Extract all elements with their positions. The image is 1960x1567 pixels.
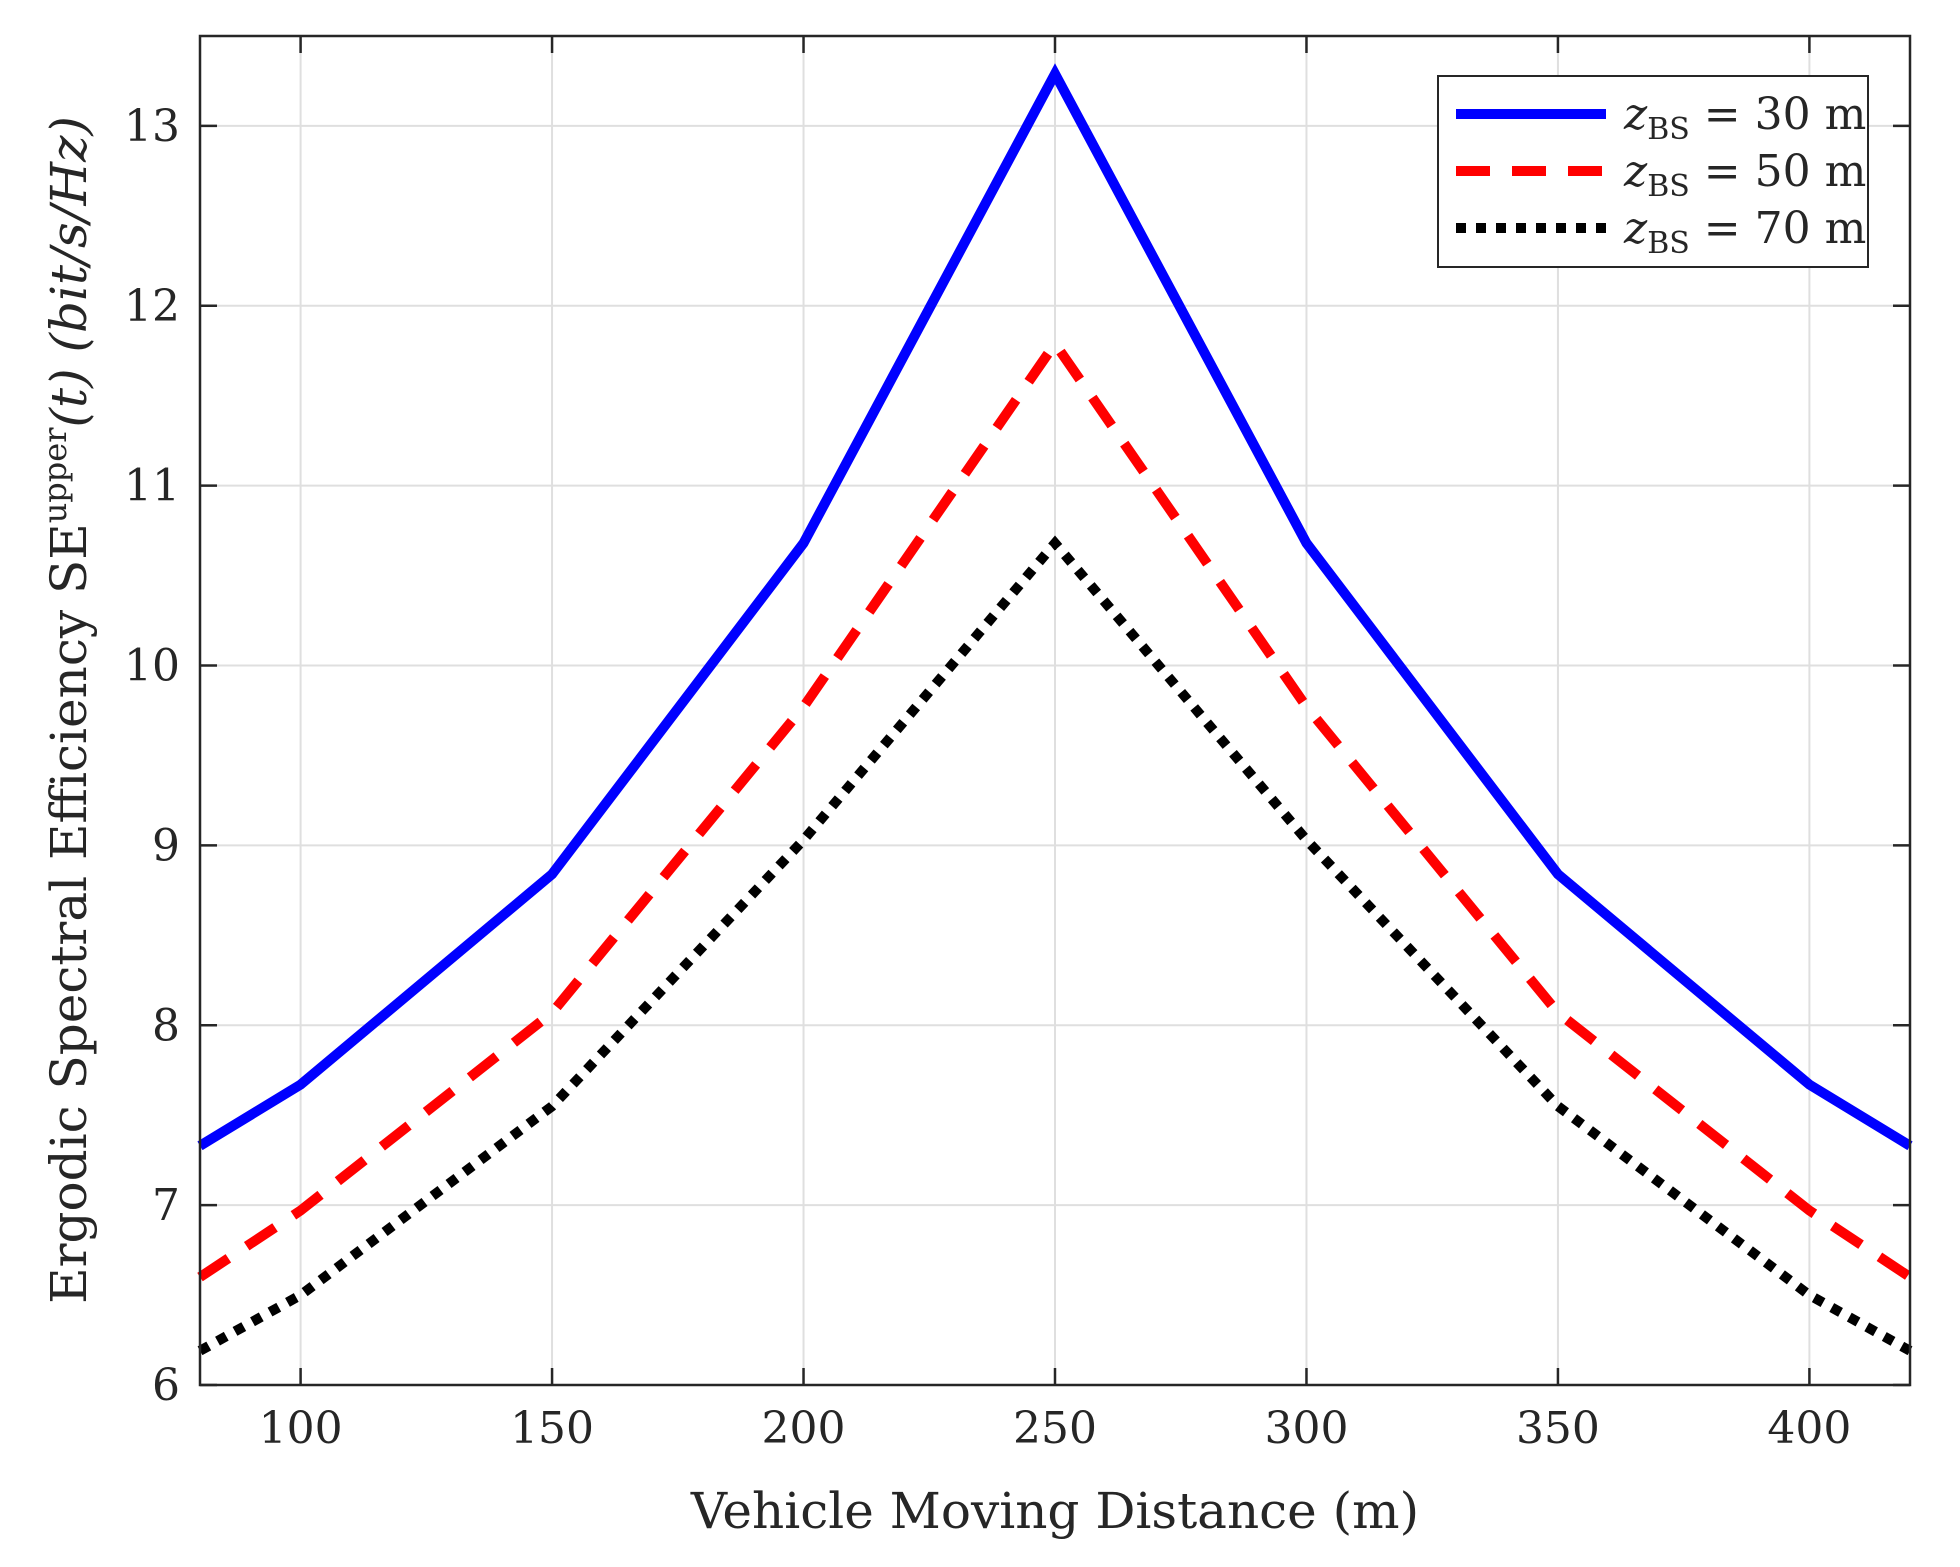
legend-value: = 70 m (1690, 203, 1867, 254)
x-tick-label: 350 (1516, 1403, 1600, 1454)
y-axis-label: Ergodic Spectral Efficiency SEupper(t) (… (36, 116, 98, 1304)
y-axis-label-suffix: (t) (bit/s/Hz) (40, 116, 98, 427)
x-tick-label: 400 (1767, 1403, 1851, 1454)
x-tick-labels: 100 150 200 250 300 350 400 (259, 1403, 1852, 1454)
y-tick-label: 11 (124, 461, 180, 512)
y-tick-label: 9 (152, 820, 180, 871)
y-tick-label: 6 (152, 1360, 180, 1411)
x-tick-label: 300 (1264, 1403, 1348, 1454)
x-tick-label: 200 (762, 1403, 846, 1454)
y-tick-label: 10 (124, 641, 180, 692)
series-line-1 (197, 63, 1913, 1151)
legend-var: z (1623, 203, 1648, 254)
y-tick-label: 12 (124, 281, 180, 332)
x-tick-label: 100 (259, 1403, 343, 1454)
series-line-3 (197, 535, 1913, 1356)
legend-subscript: BS (1647, 226, 1690, 261)
x-tick-label: 250 (1013, 1403, 1097, 1454)
y-tick-labels: 6 7 8 9 10 11 12 13 (124, 101, 180, 1411)
y-tick-label: 8 (152, 1000, 180, 1051)
legend-box (1437, 75, 1869, 268)
y-axis-label-prefix: Ergodic Spectral Efficiency SE (40, 523, 98, 1304)
series-layer (197, 63, 1913, 1356)
x-axis-label: Vehicle Moving Distance (m) (690, 1482, 1419, 1540)
legend-value: = 30 m (1690, 89, 1867, 140)
y-tick-label: 13 (124, 101, 180, 152)
legend-var: z (1623, 89, 1648, 140)
series-line-2 (197, 334, 1913, 1282)
axis-ticks (200, 36, 1910, 1387)
y-axis-label-superscript: upper (36, 427, 74, 524)
legend-var: z (1623, 146, 1648, 197)
y-tick-label: 7 (152, 1180, 180, 1231)
x-tick-label: 150 (510, 1403, 594, 1454)
legend-subscript: BS (1647, 169, 1690, 204)
legend-label-3: zBS = 70 m (1623, 203, 1866, 261)
legend-subscript: BS (1647, 112, 1690, 147)
legend-value: = 50 m (1690, 146, 1867, 197)
legend-label-2: zBS = 50 m (1623, 146, 1866, 204)
legend-label-1: zBS = 30 m (1623, 89, 1866, 147)
